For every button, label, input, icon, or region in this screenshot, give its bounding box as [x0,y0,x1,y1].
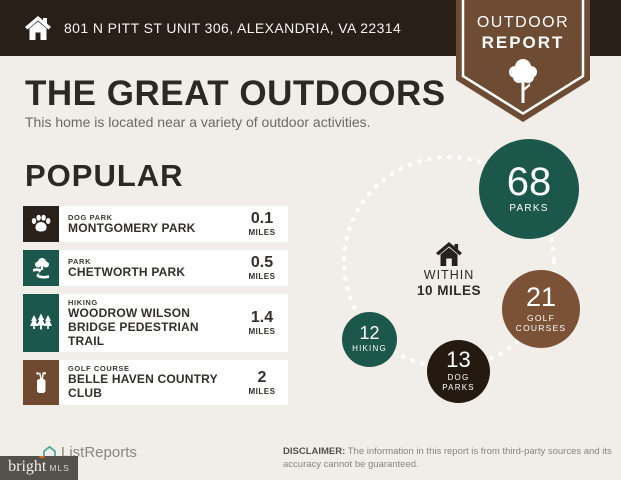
parks-label: PARKS [509,203,549,214]
paw-icon [31,214,51,232]
disclaimer-label: DISCLAIMER: [283,446,346,457]
badge-line1: OUTDOOR [476,14,570,31]
dog-parks-bubble: 13 DOG PARKS [427,340,490,403]
brightmls-accent-mark [39,456,46,459]
tree-icon [509,59,537,103]
golf-courses-bubble: 21 GOLF COURSES [502,270,580,348]
radius-caption-line2: 10 MILES [416,283,482,298]
radius-caption-line1: WITHIN [423,268,475,282]
park-tree-icon [33,258,49,279]
radius-caption: WITHIN 10 MILES [404,268,494,298]
golf-courses-count: 21 [525,281,557,312]
brightmls-name: bright [8,456,47,475]
golf-courses-label: GOLF COURSES [515,312,567,333]
list-item-category: GOLF COURSE [68,364,130,374]
home-location-icon [436,242,462,266]
list-item-name: MONTGOMERY PARK [68,220,196,235]
list-item-name: BELLE HAVEN COUNTRY CLUB [68,372,218,401]
brightmls-watermark: bright MLS [0,456,78,480]
list-item-text: HIKING WOODROW WILSON BRIDGE PEDESTRIAN … [59,294,240,352]
list-item-text: DOG PARK MONTGOMERY PARK [59,206,240,242]
list-item-distance: 2 MILES [240,360,288,405]
list-item-category: HIKING [68,298,98,307]
golf-tile [23,360,59,405]
list-item-name: WOODROW WILSON BRIDGE PEDESTRIAN TRAIL [68,306,199,348]
property-address: 801 N PITT ST UNIT 306, ALEXANDRIA, VA 2… [64,20,402,36]
hiking-count: 12 [359,323,380,344]
disclaimer-text: DISCLAIMER: The information in this repo… [283,446,615,472]
list-item-distance: 0.1 MILES [240,206,288,242]
radius-dashed-circle [341,154,557,370]
disclaimer-body: The information in this report is from t… [283,446,612,470]
parks-count: 68 [506,160,552,204]
distance-value: 0.1 [250,210,274,227]
list-item-hiking: HIKING WOODROW WILSON BRIDGE PEDESTRIAN … [23,294,288,353]
distance-value: 1.4 [250,309,274,327]
house-icon [25,16,51,40]
list-item-distance: 1.4 MILES [240,294,288,352]
hiking-label: HIKING [352,344,387,354]
popular-list: DOG PARK MONTGOMERY PARK 0.1 MILES PARK [23,206,288,405]
hiking-bubble: 12 HIKING [342,312,397,367]
list-item-distance: 0.5 MILES [240,250,288,286]
list-item-park: PARK CHETWORTH PARK 0.5 MILES [23,250,288,286]
hiking-tile [23,294,59,353]
popular-heading: POPULAR [25,158,184,193]
list-item-name: CHETWORTH PARK [68,264,186,279]
distance-unit: MILES [248,272,276,281]
parks-bubble: 68 PARKS [479,139,579,239]
golf-bag-icon [36,371,46,393]
distance-value: 0.5 [250,254,274,271]
outdoor-report-badge: OUTDOOR REPORT [456,0,590,126]
distance-value: 2 [257,368,267,386]
pine-trees-icon [30,313,52,330]
distance-unit: MILES [248,386,276,396]
list-item-text: PARK CHETWORTH PARK [59,250,240,286]
dog-parks-label: DOG PARKS [442,373,475,392]
list-item-golf: GOLF COURSE BELLE HAVEN COUNTRY CLUB 2 M… [23,360,288,405]
page-title: THE GREAT OUTDOORS [25,74,446,113]
list-item-category: DOG PARK [68,212,113,222]
list-item-category: PARK [68,256,92,266]
distance-unit: MILES [248,327,276,337]
park-tile [23,250,59,286]
dog-park-tile [23,206,59,242]
listreports-logo-text: ListReports [61,444,137,461]
list-item-dog-park: DOG PARK MONTGOMERY PARK 0.1 MILES [23,206,288,242]
list-item-text: GOLF COURSE BELLE HAVEN COUNTRY CLUB [59,360,240,405]
dog-parks-count: 13 [446,347,471,373]
page-subtitle: This home is located near a variety of o… [25,114,371,130]
badge-line2: REPORT [481,33,565,52]
distance-unit: MILES [248,228,276,237]
brightmls-suffix: MLS [49,463,70,473]
